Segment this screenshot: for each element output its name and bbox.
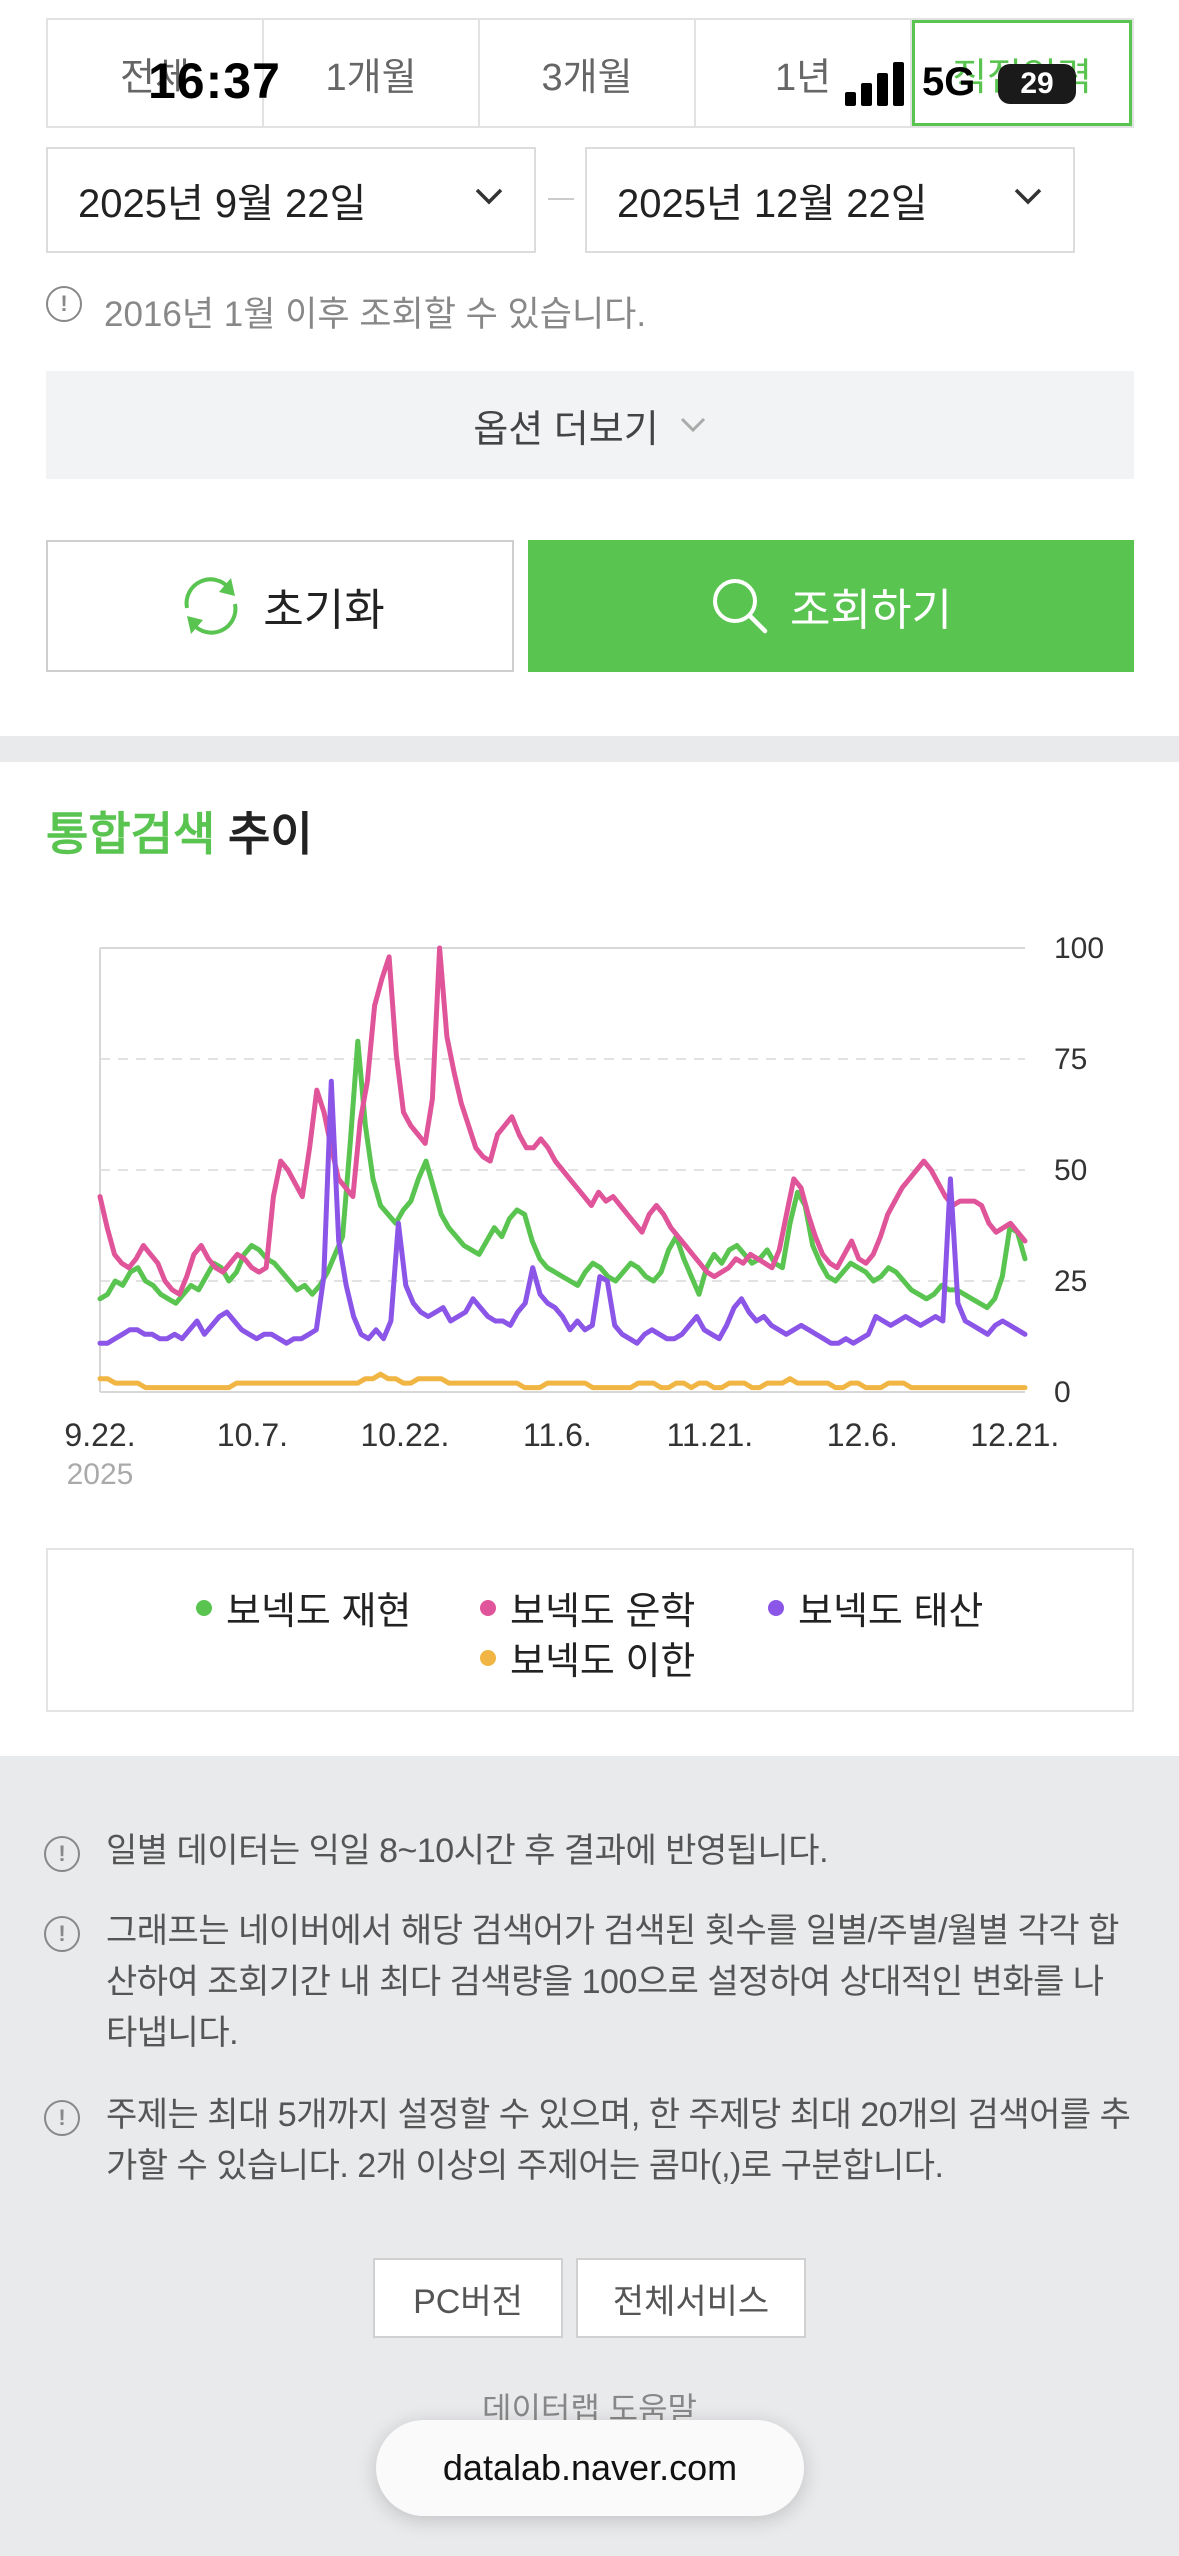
tab-3months[interactable]: 3개월 xyxy=(480,20,696,126)
x-tick-label: 11.6. xyxy=(523,1417,592,1453)
series-line-1 xyxy=(97,945,1028,1297)
section-divider xyxy=(0,736,1179,762)
chevron-down-icon xyxy=(475,188,503,205)
chevron-down-icon xyxy=(680,417,705,433)
search-icon xyxy=(713,579,768,634)
x-tick-label: 11.21. xyxy=(667,1417,754,1453)
x-tick-label: 12.21. xyxy=(970,1417,1059,1453)
tab-1year[interactable]: 1년 xyxy=(696,20,912,126)
footer-note: ! 일별 데이터는 익일 8~10시간 후 결과에 반영됩니다. xyxy=(44,1826,1134,1877)
x-year-label: 2025 xyxy=(67,1458,134,1491)
info-circle-icon: ! xyxy=(46,286,82,322)
legend-dot xyxy=(196,1599,212,1616)
x-tick-label: 12.6. xyxy=(827,1417,898,1453)
legend-label: 보넥도 운학 xyxy=(510,1591,696,1633)
network-type: 5G xyxy=(922,60,976,104)
footer-note-text: 일별 데이터는 익일 8~10시간 후 결과에 반영됩니다. xyxy=(106,1832,829,1870)
reset-button[interactable]: 초기화 xyxy=(46,540,514,672)
legend-dot xyxy=(768,1599,784,1616)
browser-url: datalab.naver.com xyxy=(442,2447,738,2488)
chart-legend: 보넥도 재현 보넥도 운학 보넥도 태산 보넥도 이한 xyxy=(46,1548,1134,1712)
y-tick-label: 100 xyxy=(1054,932,1104,965)
search-label: 조회하기 xyxy=(790,586,952,635)
battery-icon: 29 xyxy=(998,64,1076,104)
x-tick-label: 9.22. xyxy=(64,1417,135,1453)
footer-note-text: 주제는 최대 5개까지 설정할 수 있으며, 한 주제당 최대 20개의 검색어… xyxy=(106,2096,1131,2185)
info-circle-icon: ! xyxy=(44,2100,80,2136)
legend-item-unhak: 보넥도 운학 xyxy=(480,1580,695,1635)
date-notice-text: 2016년 1월 이후 조회할 수 있습니다. xyxy=(104,295,647,334)
legend-item-ihan: 보넥도 이한 xyxy=(480,1630,695,1685)
y-tick-label: 0 xyxy=(1054,1376,1071,1409)
legend-dot xyxy=(480,1599,496,1616)
date-range-dash xyxy=(548,198,574,200)
footer-note: ! 그래프는 네이버에서 해당 검색어가 검색된 횟수를 일별/주별/월별 각각… xyxy=(44,1906,1134,2059)
y-tick-label: 25 xyxy=(1054,1265,1087,1298)
x-tick-label: 10.7. xyxy=(217,1417,288,1453)
x-tick-label: 10.22. xyxy=(360,1417,449,1453)
all-services-button[interactable]: 전체서비스 xyxy=(576,2258,806,2338)
pc-version-button[interactable]: PC버전 xyxy=(373,2258,563,2338)
trend-chart: 100 75 50 25 0 9.22. 10.7. 10.22. 11.6. 11.21. 12.… xyxy=(0,900,1179,1500)
footer-note: ! 주제는 최대 5개까지 설정할 수 있으며, 한 주제당 최대 20개의 검… xyxy=(44,2090,1134,2192)
tab-all[interactable]: 전체 xyxy=(48,20,264,126)
signal-icon xyxy=(845,62,904,106)
legend-item-taesan: 보넥도 태산 xyxy=(768,1580,983,1635)
info-circle-icon: ! xyxy=(44,1916,80,1952)
legend-label: 보넥도 재현 xyxy=(226,1591,412,1633)
section-title: 통합검색 추이 xyxy=(46,798,313,864)
chevron-down-icon xyxy=(1014,188,1042,205)
browser-url-bar[interactable]: datalab.naver.com xyxy=(376,2420,804,2516)
legend-label: 보넥도 이한 xyxy=(510,1641,696,1683)
search-button[interactable]: 조회하기 xyxy=(528,540,1134,672)
trend-chart-svg: 100 75 50 25 0 9.22. 10.7. 10.22. 11.6. 11.21. 12.… xyxy=(64,932,1104,1491)
more-options-button[interactable]: 옵션 더보기 xyxy=(46,371,1134,479)
legend-item-jaehyun: 보넥도 재현 xyxy=(196,1580,411,1635)
section-title-highlight: 통합검색 xyxy=(46,808,216,860)
y-tick-label: 75 xyxy=(1054,1043,1087,1076)
tab-1month[interactable]: 1개월 xyxy=(264,20,480,126)
info-circle-icon: ! xyxy=(44,1836,80,1872)
status-time: 16:37 xyxy=(148,53,281,109)
footer-note-text: 그래프는 네이버에서 해당 검색어가 검색된 횟수를 일별/주별/월별 각각 합… xyxy=(106,1912,1119,2052)
battery-level: 29 xyxy=(1020,67,1054,100)
more-options-label: 옵션 더보기 xyxy=(473,408,659,451)
end-date-value: 2025년 12월 22일 xyxy=(617,182,928,226)
y-tick-label: 50 xyxy=(1054,1154,1087,1187)
legend-dot xyxy=(480,1649,496,1666)
end-date-select[interactable]: 2025년 12월 22일 xyxy=(585,147,1075,253)
series-line-0 xyxy=(97,1038,1028,1311)
series-line-3 xyxy=(97,1371,1028,1391)
refresh-icon xyxy=(184,577,238,635)
legend-label: 보넥도 태산 xyxy=(798,1591,984,1633)
series-line-2 xyxy=(97,1078,1028,1346)
section-title-rest: 추이 xyxy=(215,808,313,860)
date-notice: ! 2016년 1월 이후 조회할 수 있습니다. xyxy=(46,286,646,337)
start-date-value: 2025년 9월 22일 xyxy=(78,182,367,226)
reset-label: 초기화 xyxy=(263,586,385,635)
start-date-select[interactable]: 2025년 9월 22일 xyxy=(46,147,536,253)
